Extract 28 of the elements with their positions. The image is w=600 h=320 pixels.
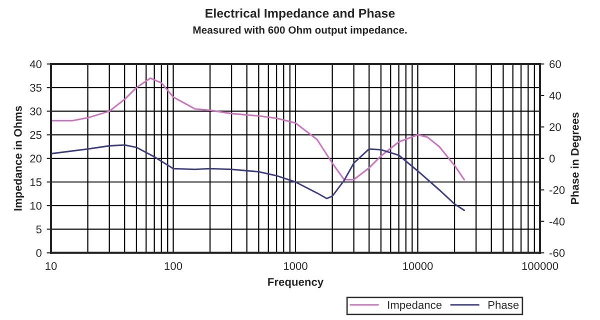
y-tick-label: 35 — [30, 84, 42, 92]
y-axis-title: Impedance in Ohms — [14, 106, 24, 210]
x-tick-label: 10000 — [403, 262, 433, 270]
y-tick-label: 20 — [30, 154, 42, 163]
x-tick-label: 10 — [46, 262, 57, 270]
y2-tick-label: -60 — [550, 249, 565, 257]
x-tick-label: 100 — [164, 262, 182, 270]
y-tick-label: 30 — [30, 107, 42, 116]
chart-subtitle: Measured with 600 Ohm output impedance. — [193, 26, 407, 36]
y-tick-label: 15 — [30, 178, 42, 186]
x-tick-label: 1000 — [284, 262, 308, 270]
y2-tick-label: 40 — [549, 92, 561, 100]
y-tick-label: 5 — [36, 226, 42, 234]
legend-label: Impedance — [388, 300, 442, 312]
y2-tick-label: -40 — [550, 218, 565, 226]
y-tick-label: 0 — [36, 249, 42, 257]
legend-label: Phase — [488, 300, 519, 309]
y2-tick-label: -20 — [550, 186, 565, 194]
y2-tick-label: 60 — [550, 60, 561, 68]
y2-axis-title: Phase in Degrees — [570, 112, 582, 204]
chart-title: Electrical Impedance and Phase — [206, 8, 395, 20]
x-tick-label: 100000 — [522, 262, 558, 270]
x-axis-title: Frequency — [268, 278, 324, 288]
y-tick-label: 10 — [30, 202, 42, 210]
y-tick-label: 25 — [30, 131, 42, 139]
y2-tick-label: 0 — [549, 154, 555, 163]
y-tick-label: 40 — [30, 60, 42, 68]
y2-tick-label: 20 — [550, 123, 561, 132]
